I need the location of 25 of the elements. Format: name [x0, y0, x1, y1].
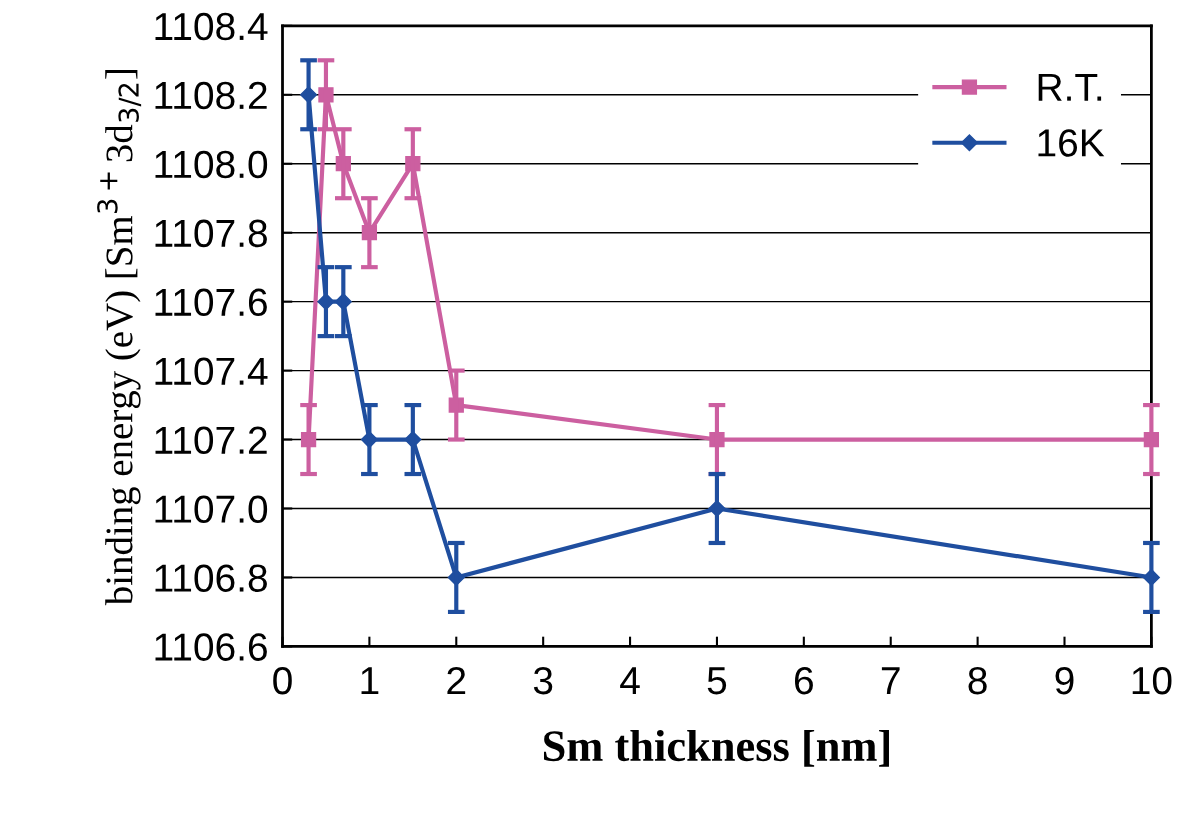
y-tick-label: 1107.8	[155, 219, 267, 248]
y-tick-label: 1107.6	[155, 288, 267, 317]
legend-label: 16K	[1038, 129, 1105, 157]
y-tick-label: 1108.4	[155, 12, 268, 41]
y-tick-label: 1107.2	[155, 426, 267, 455]
x-axis-title: Sm thickness [nm]	[544, 729, 889, 767]
y-tick-label: 1106.8	[155, 564, 267, 592]
x-tick-label: 5	[707, 667, 727, 695]
x-tick-label: 10	[1132, 666, 1172, 695]
legend-label: R.T.	[1038, 73, 1102, 101]
x-tick-label: 4	[620, 667, 640, 695]
y-tick-label: 1108.0	[155, 150, 268, 179]
x-tick-label: 7	[881, 667, 900, 695]
y-tick-label: 1107.4	[155, 357, 268, 386]
y-tick-label: 1106.6	[155, 633, 267, 661]
x-tick-label: 9	[1055, 666, 1074, 695]
x-tick-label: 0	[273, 666, 292, 695]
x-tick-label: 8	[968, 666, 987, 695]
y-tick-label: 1107.0	[155, 495, 268, 523]
y-axis-title: binding energy (eV) [Sm$^{3+}$3d$_{3/2}$]	[97, 69, 142, 606]
x-tick-label: 2	[447, 666, 466, 695]
x-tick-label: 3	[533, 666, 553, 695]
x-tick-label: 6	[795, 666, 813, 695]
x-tick-label: 1	[361, 667, 379, 695]
y-tick-label: 1108.2	[155, 81, 267, 110]
